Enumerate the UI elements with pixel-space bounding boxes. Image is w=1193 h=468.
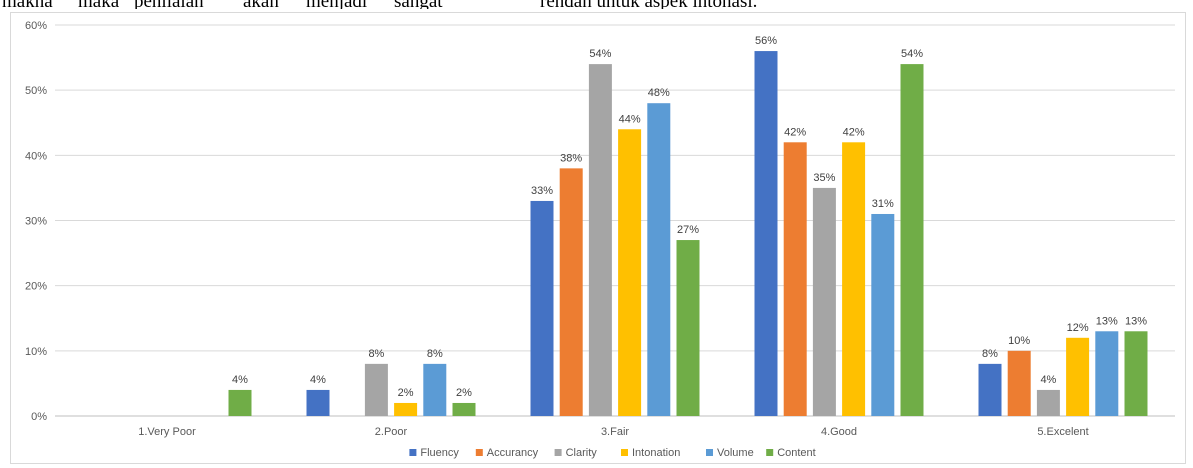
bar-volume-5 — [1095, 331, 1119, 416]
legend-label: Intonation — [632, 447, 680, 459]
bar-intonation-2 — [394, 402, 418, 416]
x-category-label: 4.Good — [821, 426, 857, 438]
data-label: 4% — [232, 374, 248, 386]
data-label: 4% — [1040, 374, 1056, 386]
y-axis-ticks: 0% 10% 20% 30% 40% 50% 60% — [25, 20, 47, 423]
bar-content-4 — [900, 64, 924, 416]
bar-fluency-3 — [530, 200, 554, 416]
data-label: 13% — [1096, 315, 1118, 327]
bar-accurancy-3 — [559, 168, 583, 416]
data-labels: 4% 4% 8% 2% 8% 2% 33% 38% 54% 44% 48% 27% 56% 42% 35% 4… — [232, 35, 1147, 399]
data-label: 44% — [619, 113, 641, 125]
bar-volume-4 — [871, 213, 895, 416]
bar-clarity-3 — [588, 64, 612, 416]
x-category-label: 1.Very Poor — [138, 426, 196, 438]
data-label: 33% — [531, 185, 553, 197]
legend-swatch-content — [766, 449, 774, 456]
x-category-label: 5.Excelent — [1037, 426, 1088, 438]
y-tick-label: 10% — [25, 346, 47, 358]
data-label: 4% — [310, 374, 326, 386]
data-label: 48% — [648, 87, 670, 99]
data-label: 31% — [872, 198, 894, 210]
data-label: 8% — [982, 348, 998, 360]
data-label: 8% — [368, 348, 384, 360]
text-fragment: rendah untuk aspek intonasi. — [540, 0, 757, 9]
bar-intonation-5 — [1066, 337, 1090, 416]
text-fragment: maka — [78, 0, 119, 9]
x-category-label: 2.Poor — [375, 426, 408, 438]
legend-label: Accurancy — [487, 447, 539, 459]
data-label: 2% — [456, 387, 472, 399]
legend-swatch-clarity — [554, 449, 562, 456]
y-tick-label: 40% — [25, 150, 47, 162]
bar-fluency-4 — [754, 51, 778, 417]
bar-accurancy-5 — [1007, 350, 1031, 416]
bar-accurancy-4 — [783, 142, 807, 417]
data-label: 27% — [677, 224, 699, 236]
legend-swatch-intonation — [621, 449, 628, 456]
bar-intonation-3 — [618, 129, 642, 416]
legend-label: Volume — [717, 447, 754, 459]
bar-volume-3 — [647, 103, 671, 416]
text-fragment: makna — [2, 0, 53, 9]
legend-swatch-accurancy — [475, 449, 483, 456]
bar-clarity-5 — [1036, 389, 1060, 416]
text-fragment: akan — [243, 0, 279, 9]
bar-intonation-4 — [842, 142, 866, 417]
data-label: 35% — [813, 172, 835, 184]
y-tick-label: 0% — [31, 411, 47, 423]
data-label: 54% — [589, 48, 611, 60]
x-category-label: 3.Fair — [601, 426, 629, 438]
bar-fluency-5 — [978, 363, 1002, 416]
data-label: 38% — [560, 152, 582, 164]
y-tick-label: 50% — [25, 85, 47, 97]
data-label: 12% — [1067, 322, 1089, 334]
document-text-line: makna maka penilaian akan menjadi sangat… — [0, 0, 1193, 9]
x-axis-categories: 1.Very Poor 2.Poor 3.Fair 4.Good 5.Excelent — [138, 426, 1088, 438]
bar-content-1 — [228, 389, 252, 416]
bar-clarity-4 — [812, 187, 836, 416]
data-label: 56% — [755, 35, 777, 47]
text-fragment: penilaian — [134, 0, 204, 9]
data-label: 42% — [784, 126, 806, 138]
bars — [228, 51, 1148, 417]
data-label: 10% — [1008, 335, 1030, 347]
bar-content-3 — [676, 240, 700, 416]
gridlines — [55, 24, 1175, 417]
text-fragment: menjadi — [306, 0, 367, 9]
legend-label: Content — [777, 447, 816, 459]
bar-clarity-2 — [364, 363, 388, 416]
legend: Fluency Accurancy Clarity Intonation Volume C… — [409, 447, 816, 459]
data-label: 8% — [427, 348, 443, 360]
data-label: 13% — [1125, 315, 1147, 327]
data-label: 54% — [901, 48, 923, 60]
y-tick-label: 20% — [25, 281, 47, 293]
legend-swatch-volume — [706, 449, 713, 456]
data-label: 2% — [398, 387, 414, 399]
bar-fluency-2 — [306, 389, 330, 416]
data-label: 42% — [843, 126, 865, 138]
legend-label: Clarity — [566, 447, 598, 459]
y-tick-label: 30% — [25, 216, 47, 228]
bar-volume-2 — [423, 363, 447, 416]
legend-swatch-fluency — [409, 449, 417, 456]
legend-label: Fluency — [420, 447, 459, 459]
y-tick-label: 60% — [25, 20, 47, 32]
bar-content-2 — [452, 402, 476, 416]
chart-frame — [10, 12, 1186, 464]
bar-content-5 — [1124, 331, 1148, 416]
text-fragment: sangat — [394, 0, 443, 9]
